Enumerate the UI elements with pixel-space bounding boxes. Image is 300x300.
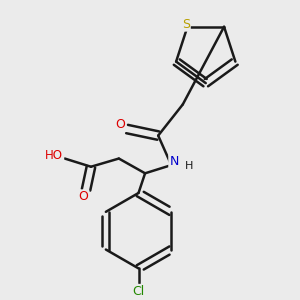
- Text: S: S: [182, 18, 190, 31]
- Text: N: N: [169, 155, 178, 168]
- Text: Cl: Cl: [132, 285, 145, 298]
- Text: H: H: [185, 161, 194, 171]
- Text: O: O: [79, 190, 88, 203]
- Text: O: O: [116, 118, 125, 130]
- Text: HO: HO: [45, 149, 63, 162]
